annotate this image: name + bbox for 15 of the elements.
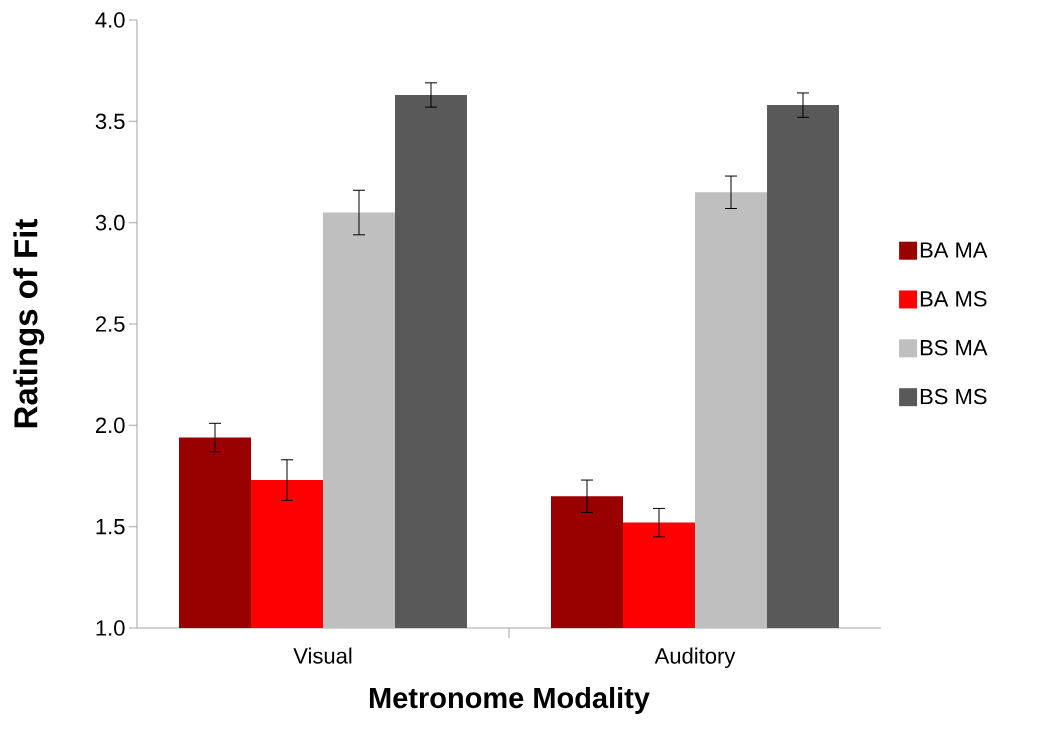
y-tick-label: 4.0 (95, 12, 125, 28)
legend-label: BS MA (920, 339, 988, 356)
y-tick-label: 1.5 (96, 518, 125, 535)
x-tick-label: Visual (293, 647, 352, 664)
x-axis-title: Metronome Modality (369, 686, 650, 714)
y-tick-label: 3.5 (95, 113, 125, 130)
y-tick-label: 1.0 (96, 620, 125, 636)
legend-label: BA MS (920, 291, 987, 307)
y-axis-title: Ratings of Fit (13, 219, 45, 428)
y-tick-label: 2.0 (96, 417, 125, 434)
legend-label: BS MS (920, 388, 987, 405)
y-tick-label: 3.0 (95, 214, 125, 231)
legend-label: BA MA (920, 242, 988, 258)
y-tick-label: 2.5 (96, 316, 125, 332)
x-tick-label: Auditory (654, 647, 736, 669)
